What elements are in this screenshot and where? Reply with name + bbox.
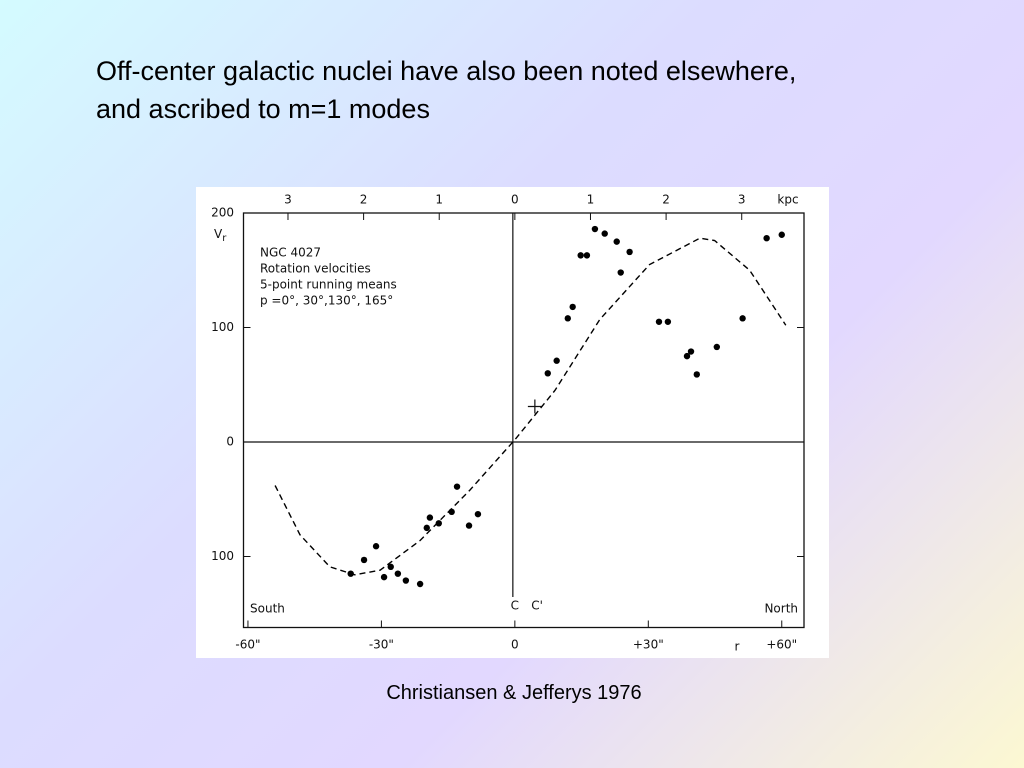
position-marker: C [511,599,519,613]
x-tick-label: 0 [511,638,519,652]
data-point [423,524,430,532]
slide-title: Off-center galactic nuclei have also bee… [96,52,796,128]
annotation: 5-point running means [260,278,397,292]
data-point [739,315,746,322]
data-point [601,230,608,237]
y-axis-label-main: V [214,227,223,241]
y-axis-label-sub: r [222,233,227,244]
x-tick-label: +30" [633,638,664,652]
x2-tick-label: 1 [587,193,595,207]
y-tick-label: 0 [226,435,234,449]
data-point [448,508,455,516]
data-point [453,483,461,490]
data-point [763,234,770,242]
left-label: South [250,602,285,616]
y-tick-label: 100 [211,549,234,563]
right-label: North [764,602,798,616]
data-point [583,252,591,259]
data-point [713,343,721,351]
annotation: p =0°, 30°,130°, 165° [260,294,393,308]
data-point [569,303,576,311]
annotation: NGC 4027 [260,246,321,260]
data-point [387,563,394,571]
x2-tick-label: 2 [360,193,368,207]
x2-tick-label: 0 [511,193,519,207]
data-point [687,348,695,355]
x2-tick-label: 1 [435,193,443,207]
data-point [426,514,434,521]
y-tick-label: 200 [211,206,234,220]
x-axis-label: r [735,640,740,654]
data-point [613,238,620,245]
data-point [474,510,482,518]
x2-axis-label: kpc [777,193,798,207]
x-tick-label: +60" [766,638,797,652]
data-point [626,248,633,256]
center-cross [527,399,542,414]
data-point [655,318,663,325]
data-point [435,520,442,527]
data-point [693,371,700,378]
position-marker: C' [531,599,543,613]
data-point [394,570,402,577]
data-point [372,543,380,550]
caption: Christiansen & Jefferys 1976 [386,682,642,704]
x2-tick-label: 2 [662,193,670,207]
data-point [416,580,424,588]
title-line: and ascribed to m=1 modes [96,94,430,124]
y-tick-label: 100 [211,320,234,334]
data-point [564,315,571,322]
data-point [380,573,388,581]
plot-frame [242,212,805,629]
data-point [664,318,672,325]
data-point [544,370,551,377]
x2-tick-label: 3 [738,193,746,207]
data-point [778,231,785,238]
data-point [360,556,368,564]
x-tick-label: -60" [235,638,260,652]
title-line: Off-center galactic nuclei have also bee… [96,56,797,86]
data-point [402,577,410,584]
annotation: Rotation velocities [260,262,371,276]
data-point [553,357,560,364]
data-point [683,352,691,360]
data-point [617,269,624,276]
x2-tick-label: 3 [284,193,292,207]
data-point [465,522,473,529]
x-tick-label: -30" [369,638,394,652]
y-axis-label: Vr [214,227,227,245]
data-point [591,225,599,233]
data-point [577,252,584,259]
